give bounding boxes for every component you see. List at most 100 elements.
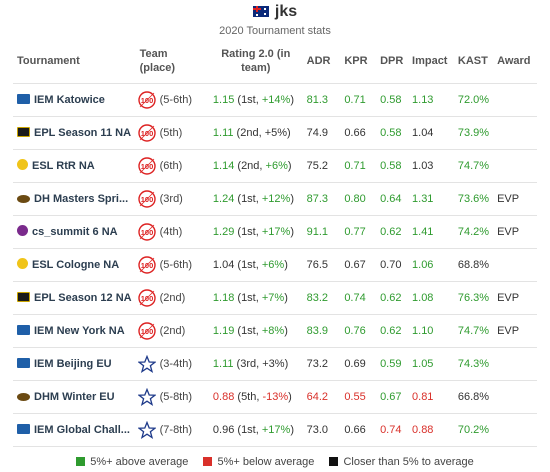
100thieves-logo-icon[interactable]: 100 — [137, 222, 156, 241]
tournament-name[interactable]: EPL Season 11 NA — [34, 126, 132, 139]
dpr-value: 0.58 — [376, 82, 409, 116]
kpr-value: 0.77 — [340, 214, 377, 248]
tournament-cell[interactable]: EPL Season 12 NA — [13, 280, 136, 314]
iem-logo-icon — [17, 423, 30, 434]
tournament-name[interactable]: ESL Cologne NA — [32, 259, 120, 271]
col-kast[interactable]: KAST — [457, 55, 488, 68]
impact-value: 1.04 — [408, 115, 454, 149]
table-row: ESL Cologne NA 100 (5-6th) 1.04 (1st, +6%) 7… — [13, 247, 537, 281]
table-row: IEM Beijing EU (3-4th) 1.11 (3rd, +3%) 73.2… — [13, 346, 537, 380]
rating-value: 1.11 — [212, 357, 234, 370]
tournament-name[interactable]: IEM Katowice — [34, 93, 105, 106]
kast-value: 73.6% — [453, 181, 494, 215]
award-value: EVP — [493, 181, 537, 215]
tournament-cell[interactable]: DH Masters Spri... — [13, 181, 136, 215]
tournament-cell[interactable]: IEM Global Chall... — [13, 412, 136, 447]
tournament-name[interactable]: IEM New York NA — [34, 324, 125, 337]
player-name[interactable]: jks — [274, 3, 298, 20]
award-value — [493, 346, 537, 380]
team-cell: (7-8th) — [135, 412, 209, 447]
100thieves-logo-icon[interactable]: 100 — [137, 189, 156, 208]
tournament-name[interactable]: DH Masters Spri... — [34, 192, 129, 205]
tournament-cell[interactable]: ESL RtR NA — [13, 148, 136, 182]
australia-flag-icon — [252, 6, 269, 18]
rating-value: 1.11 — [212, 126, 234, 139]
adr-value: 83.9 — [302, 313, 341, 347]
impact-value: 1.10 — [408, 313, 454, 347]
star-team-logo-icon[interactable] — [136, 354, 157, 373]
impact-value: 1.05 — [408, 346, 454, 380]
col-impact[interactable]: Impact — [412, 55, 448, 68]
esl-logo-icon — [17, 258, 28, 269]
rating-value: 1.19 — [212, 324, 235, 337]
100thieves-logo-icon[interactable]: 100 — [137, 255, 156, 274]
rating-rank: 1st, — [241, 225, 262, 238]
col-adr[interactable]: ADR — [306, 55, 331, 68]
rating-cell: 1.04 (1st, +6%) — [208, 247, 303, 281]
adr-value: 76.5 — [302, 247, 341, 281]
kpr-value: 0.74 — [340, 280, 377, 314]
kast-value: 68.8% — [453, 247, 494, 281]
adr-value: 87.3 — [302, 181, 341, 215]
rating-rank: 3rd, — [240, 357, 263, 370]
svg-text:100: 100 — [140, 162, 153, 171]
svg-text:100: 100 — [140, 327, 153, 336]
kpr-value: 0.67 — [340, 247, 377, 281]
tournament-name[interactable]: ESL RtR NA — [32, 160, 95, 172]
col-award[interactable]: Award — [497, 55, 531, 68]
rating-rank: 2nd, — [240, 126, 265, 139]
rating-cell: 1.14 (2nd, +6%) — [208, 148, 303, 182]
star-team-logo-icon[interactable] — [136, 387, 157, 406]
tournament-name[interactable]: IEM Global Chall... — [34, 423, 130, 436]
tournament-cell[interactable]: IEM Katowice — [13, 82, 136, 116]
team-cell: 100 (5-6th) — [135, 247, 209, 281]
tournament-name[interactable]: DHM Winter EU — [34, 390, 115, 403]
100thieves-logo-icon[interactable]: 100 — [137, 90, 156, 109]
table-row: EPL Season 12 NA 100 (2nd) 1.18 (1st, +7%) 8… — [13, 280, 537, 314]
100thieves-logo-icon[interactable]: 100 — [137, 123, 156, 142]
kast-value: 74.7% — [453, 313, 494, 347]
tournament-cell[interactable]: cs_summit 6 NA — [13, 214, 136, 248]
tournament-name[interactable]: cs_summit 6 NA — [32, 226, 118, 238]
legend-above: 5%+ above average — [76, 456, 188, 468]
svg-text:100: 100 — [140, 195, 153, 204]
dh-logo-icon — [17, 194, 30, 203]
impact-value: 0.88 — [408, 412, 454, 447]
award-value — [493, 82, 537, 116]
col-team[interactable]: Team (place) — [139, 48, 176, 75]
rating-diff: +6% — [265, 159, 288, 172]
impact-value: 1.08 — [408, 280, 454, 314]
tournament-cell[interactable]: IEM Beijing EU — [13, 346, 136, 380]
rating-diff: +14% — [261, 93, 291, 106]
table-row: DH Masters Spri... 100 (3rd) 1.24 (1st, +12… — [13, 181, 537, 215]
col-kpr[interactable]: KPR — [344, 55, 368, 68]
star-team-logo-icon[interactable] — [136, 420, 157, 439]
impact-value: 1.31 — [408, 181, 454, 215]
svg-text:100: 100 — [140, 129, 153, 138]
tournament-cell[interactable]: ESL Cologne NA — [13, 247, 136, 281]
rating-value: 1.15 — [212, 93, 235, 106]
100thieves-logo-icon[interactable]: 100 — [137, 156, 156, 175]
tournament-cell[interactable]: DHM Winter EU — [13, 379, 136, 413]
team-place: (3-4th) — [159, 357, 193, 370]
100thieves-logo-icon[interactable]: 100 — [137, 288, 156, 307]
rating-value: 1.24 — [212, 192, 235, 205]
col-rating[interactable]: Rating 2.0 (in team) — [221, 48, 291, 75]
col-dpr[interactable]: DPR — [380, 55, 404, 68]
impact-value: 0.81 — [408, 379, 454, 413]
table-row: EPL Season 11 NA 100 (5th) 1.11 (2nd, +5%) 7… — [13, 115, 537, 149]
tournament-name[interactable]: EPL Season 12 NA — [34, 291, 132, 304]
table-row: cs_summit 6 NA 100 (4th) 1.29 (1st, +17%) 91… — [13, 214, 537, 248]
kast-value: 76.3% — [453, 280, 494, 314]
team-cell: 100 (2nd) — [135, 280, 209, 314]
100thieves-logo-icon[interactable]: 100 — [137, 321, 156, 340]
team-cell: (5-8th) — [135, 379, 209, 413]
team-place: (5-6th) — [159, 258, 193, 271]
impact-value: 1.13 — [408, 82, 454, 116]
tournament-name[interactable]: IEM Beijing EU — [34, 357, 112, 370]
green-swatch-icon — [76, 457, 86, 466]
tournament-cell[interactable]: IEM New York NA — [13, 313, 136, 347]
impact-value: 1.41 — [408, 214, 454, 248]
tournament-cell[interactable]: EPL Season 11 NA — [13, 115, 136, 149]
col-tournament[interactable]: Tournament — [17, 55, 80, 68]
